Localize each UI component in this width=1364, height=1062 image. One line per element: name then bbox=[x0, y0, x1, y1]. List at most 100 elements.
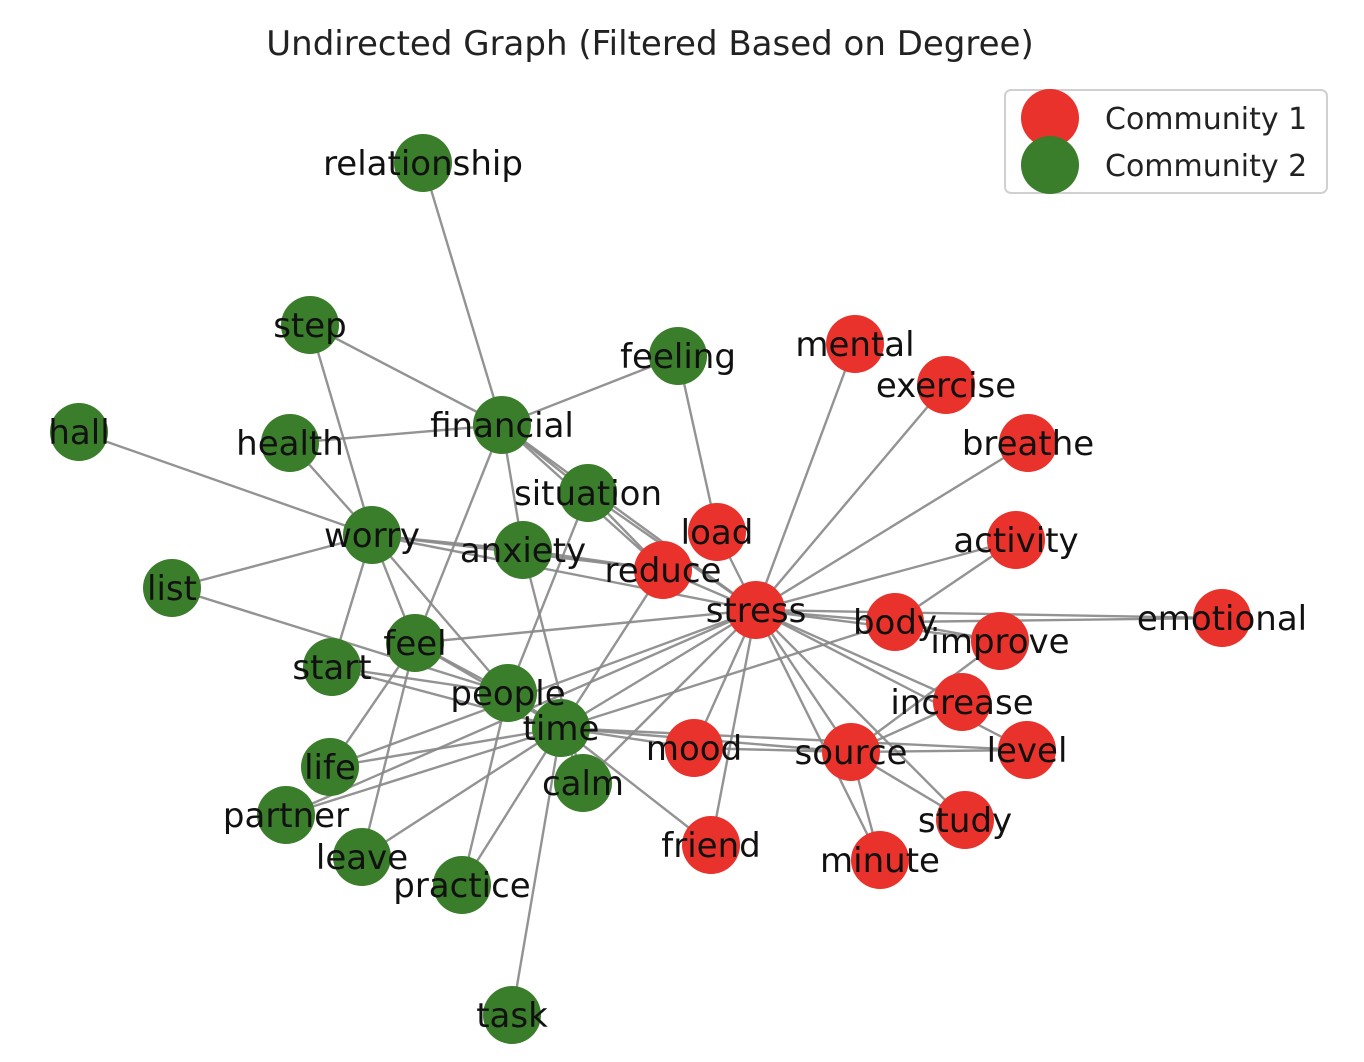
edge-people-practice bbox=[460, 692, 510, 886]
edge-stress-level bbox=[755, 608, 1028, 752]
edge-health-financial bbox=[289, 423, 503, 445]
edge-feeling-financial bbox=[501, 354, 679, 427]
node-label-people: people bbox=[450, 674, 565, 714]
node-health bbox=[261, 414, 319, 472]
edge-time-level bbox=[560, 726, 1028, 752]
node-load bbox=[688, 503, 746, 561]
node-leave bbox=[333, 828, 391, 886]
node-label-level: level bbox=[987, 731, 1068, 771]
legend-marker-community-2 bbox=[1021, 136, 1079, 194]
node-label-improve: improve bbox=[930, 622, 1069, 662]
node-label-partner: partner bbox=[223, 796, 349, 836]
node-level bbox=[998, 721, 1056, 779]
node-label-time: time bbox=[523, 709, 600, 749]
node-source bbox=[822, 723, 880, 781]
edge-situation-people bbox=[506, 492, 590, 694]
node-start bbox=[303, 638, 361, 696]
node-breathe bbox=[999, 414, 1057, 472]
edge-worry-people bbox=[371, 534, 509, 694]
edge-step-worry bbox=[308, 324, 374, 536]
legend-marker-community-1 bbox=[1021, 89, 1079, 147]
node-study bbox=[936, 791, 994, 849]
legend-label-community-2: Community 2 bbox=[1105, 149, 1307, 184]
edge-stress-activity bbox=[755, 538, 1017, 612]
node-stress bbox=[727, 581, 785, 639]
node-reduce bbox=[634, 541, 692, 599]
edge-life-stress bbox=[329, 608, 757, 769]
node-label-anxiety: anxiety bbox=[460, 531, 586, 571]
node-label-start: start bbox=[292, 648, 371, 688]
legend: Community 1 Community 2 bbox=[1004, 89, 1328, 194]
node-minute bbox=[851, 831, 909, 889]
node-people bbox=[479, 664, 537, 722]
node-list bbox=[143, 559, 201, 617]
edge-stress-breathe bbox=[755, 441, 1029, 612]
edge-time-practice bbox=[460, 727, 563, 886]
edge-time-partner bbox=[285, 726, 562, 817]
node-increase bbox=[933, 673, 991, 731]
node-improve bbox=[971, 612, 1029, 670]
node-mental bbox=[826, 315, 884, 373]
edge-improve-source bbox=[850, 640, 1001, 753]
edge-body-emotional bbox=[894, 616, 1223, 624]
node-exercise bbox=[917, 356, 975, 414]
node-label-mental: mental bbox=[795, 325, 914, 365]
node-partner bbox=[257, 786, 315, 844]
edge-stress-friend bbox=[709, 609, 758, 846]
node-hall bbox=[50, 403, 108, 461]
node-anxiety bbox=[494, 521, 552, 579]
node-label-list: list bbox=[147, 569, 197, 609]
node-friend bbox=[682, 816, 740, 874]
node-activity bbox=[987, 511, 1045, 569]
node-label-hall: hall bbox=[48, 413, 109, 453]
node-label-body: body bbox=[853, 603, 937, 643]
node-time bbox=[532, 699, 590, 757]
node-label-calm: calm bbox=[542, 764, 624, 804]
edge-feel-stress bbox=[414, 608, 757, 645]
edge-time-life bbox=[329, 726, 562, 769]
node-label-increase: increase bbox=[890, 683, 1033, 723]
edge-step-financial bbox=[309, 323, 503, 427]
edge-time-leave bbox=[361, 726, 562, 859]
edge-stress-calm bbox=[582, 609, 757, 784]
node-label-friend: friend bbox=[661, 826, 760, 866]
node-label-practice: practice bbox=[393, 866, 530, 906]
legend-label-community-1: Community 1 bbox=[1105, 102, 1307, 137]
node-label-load: load bbox=[681, 513, 754, 553]
edge-time-reduce bbox=[559, 569, 665, 729]
node-emotional bbox=[1193, 589, 1251, 647]
node-label-breathe: breathe bbox=[962, 424, 1094, 464]
node-financial bbox=[473, 396, 531, 454]
node-label-study: study bbox=[918, 801, 1012, 841]
edge-time-task bbox=[510, 727, 563, 1016]
edge-feeling-load bbox=[676, 355, 719, 533]
node-label-life: life bbox=[304, 748, 356, 788]
node-calm bbox=[554, 754, 612, 812]
edge-start-people bbox=[331, 665, 509, 695]
node-label-mood: mood bbox=[646, 729, 742, 769]
node-feeling bbox=[649, 327, 707, 385]
edge-source-level bbox=[850, 748, 1028, 754]
node-label-source: source bbox=[795, 733, 908, 773]
node-mood bbox=[665, 719, 723, 777]
node-label-leave: leave bbox=[316, 838, 408, 878]
label-layer: relationship step feeling hall health financi… bbox=[48, 144, 1307, 1036]
edge-worry-list bbox=[171, 533, 373, 590]
legend-box bbox=[1004, 89, 1328, 194]
node-label-health: health bbox=[236, 424, 344, 464]
node-life bbox=[301, 738, 359, 796]
edge-stress-study bbox=[755, 609, 966, 821]
node-label-worry: worry bbox=[324, 516, 420, 556]
node-task bbox=[483, 986, 541, 1044]
edge-hall-worry bbox=[78, 430, 373, 537]
node-label-activity: activity bbox=[953, 521, 1078, 561]
edge-time-friend bbox=[560, 727, 712, 846]
node-label-feel: feel bbox=[383, 624, 446, 664]
node-label-emotional: emotional bbox=[1137, 599, 1307, 639]
node-label-step: step bbox=[273, 306, 347, 346]
edge-stress-mental bbox=[754, 343, 857, 611]
node-situation bbox=[559, 464, 617, 522]
edge-stress-increase bbox=[755, 608, 963, 704]
edge-financial-feel bbox=[413, 424, 504, 644]
edge-stress-emotional bbox=[755, 608, 1223, 620]
